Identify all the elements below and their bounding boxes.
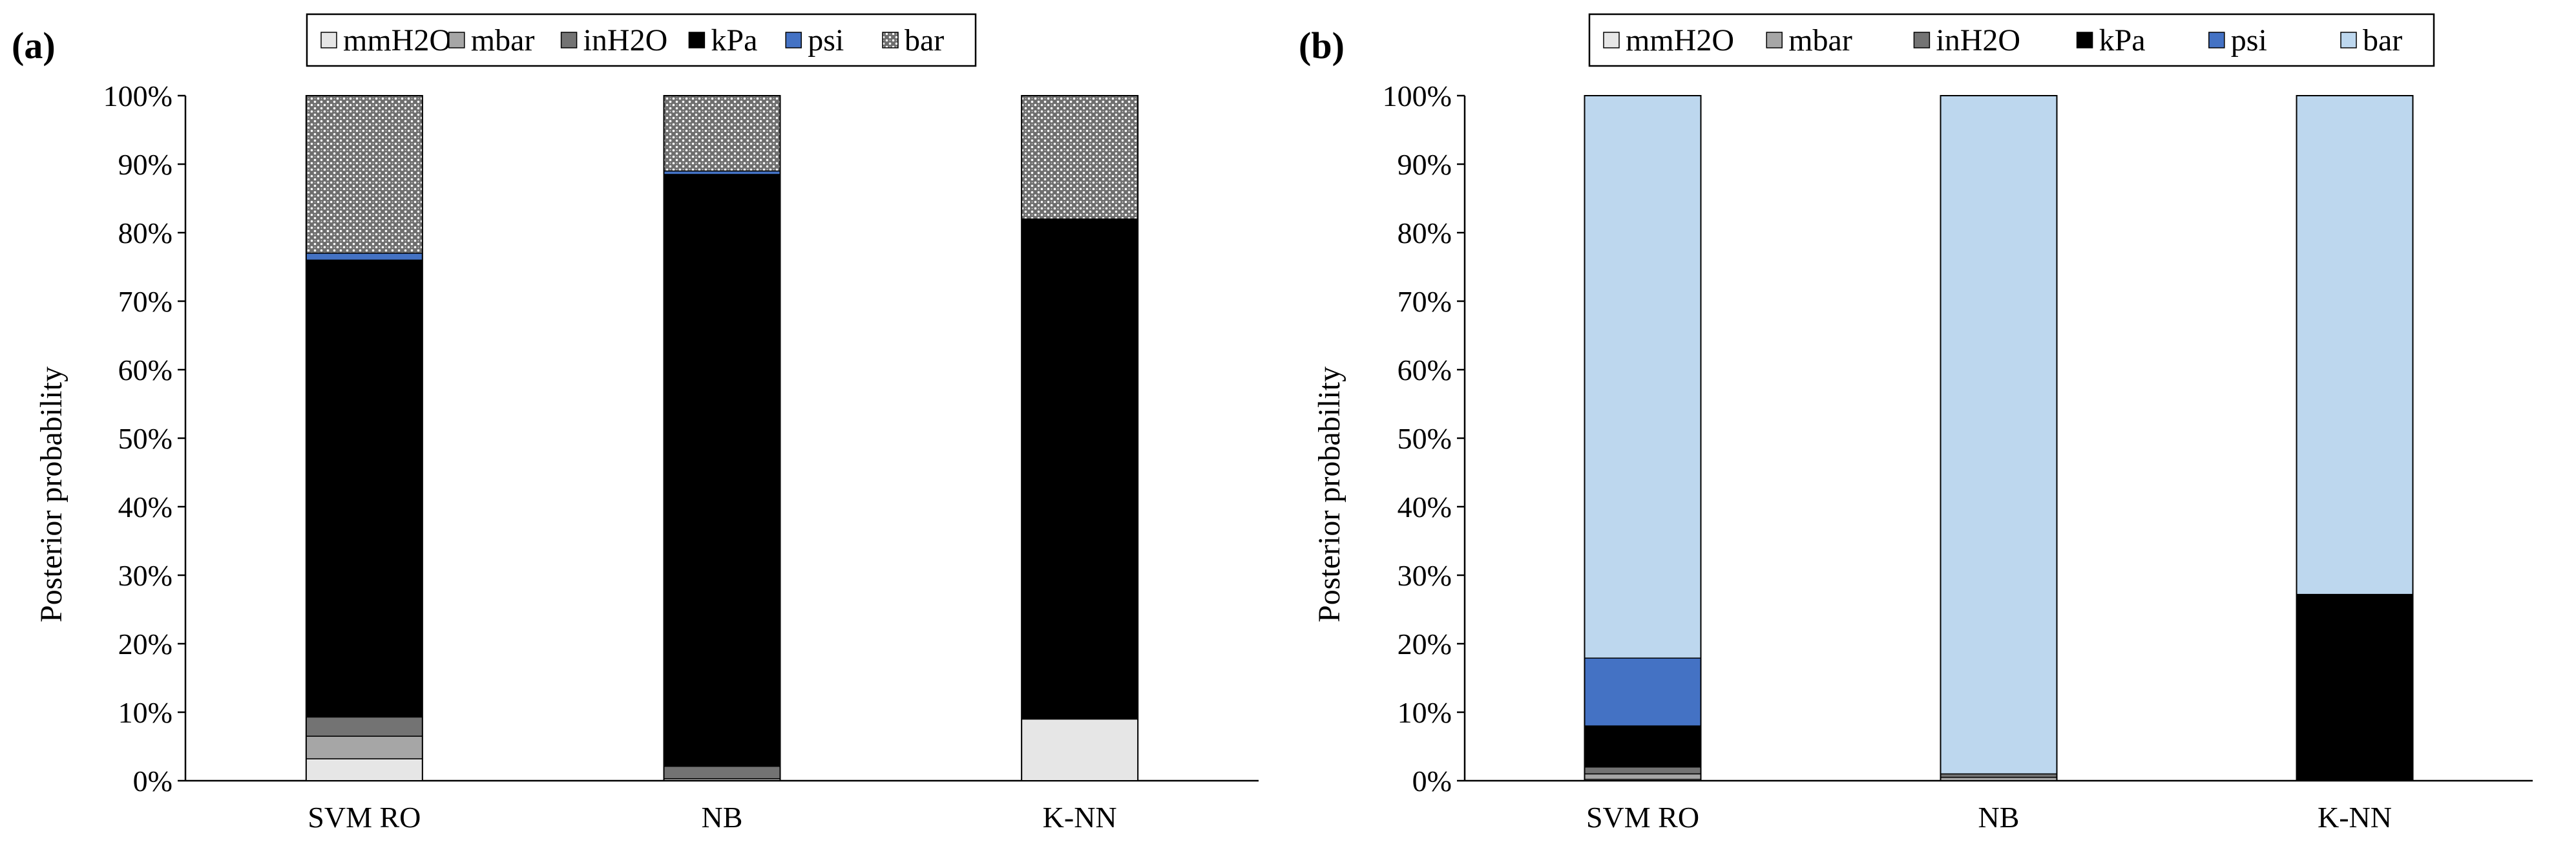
bar-segment-inH2O: [663, 765, 781, 779]
bar-segment-inH2O: [1584, 767, 1702, 775]
legend-swatch-inH2O: [560, 32, 578, 48]
bar-segment-mmH2O: [1021, 718, 1138, 781]
y-tick-label: 10%: [118, 696, 173, 729]
bar-outline: [2296, 95, 2414, 781]
legend-label-kPa: kPa: [2099, 23, 2146, 58]
legend-swatch-kPa: [2076, 32, 2093, 48]
y-tick-label: 100%: [103, 79, 173, 112]
legend-swatch-psi: [785, 32, 802, 48]
panel-b: (b) Posterior probability mmH2O mbar inH2O…: [1299, 13, 2533, 834]
y-tick-label: 90%: [118, 148, 173, 181]
x-axis-b: SVM RO NB K-NN: [1586, 801, 2392, 834]
y-tick-label: 80%: [118, 217, 173, 249]
y-tick-label: 40%: [1398, 491, 1452, 523]
bar-segment-bar: [663, 95, 781, 172]
legend-label-mbar: mbar: [1788, 23, 1852, 58]
y-tick-label: 50%: [118, 422, 173, 455]
y-tick-label: 100%: [1383, 79, 1452, 112]
panel-label-b: (b): [1299, 25, 1345, 67]
y-tick-label: 30%: [118, 559, 173, 592]
y-tick-label: 70%: [1398, 285, 1452, 318]
bar-outline: [1584, 95, 1702, 781]
y-axis-b: 0% 10% 20% 30% 40% 50% 60% 70% 80% 90% 100%: [1383, 79, 2533, 798]
panel-label-a: (a): [12, 25, 56, 67]
legend-label-mbar: mbar: [471, 23, 535, 58]
legend-label-mmH2O: mmH2O: [1626, 23, 1734, 58]
bars-a: [305, 95, 1139, 781]
y-tick-label: 60%: [1398, 354, 1452, 386]
bar-segment-bar: [306, 95, 423, 254]
y-tick-label: 10%: [1398, 696, 1452, 729]
bar-segment-kPa: [2296, 593, 2414, 781]
y-tick-label: 90%: [1398, 148, 1452, 181]
legend-swatch-mmH2O: [320, 32, 337, 48]
bar-segment-kPa: [1021, 218, 1138, 720]
bar-segment-inH2O: [306, 716, 423, 737]
bar-outline: [1021, 95, 1139, 781]
bar-segment-kPa: [306, 259, 423, 718]
x-tick-label: NB: [702, 801, 743, 834]
legend-b: mmH2O mbar inH2O kPa psi bar: [1588, 13, 2435, 67]
bar-segment-bar: [2296, 95, 2414, 595]
y-axis-label-a: Posterior probability: [34, 366, 68, 622]
y-tick-label: 20%: [118, 628, 173, 661]
y-tick-label: 40%: [118, 491, 173, 523]
legend-label-psi: psi: [2231, 23, 2267, 58]
bar-segment-mbar: [1584, 773, 1702, 780]
legend-label-inH2O: inH2O: [1936, 23, 2020, 58]
bar-segment-kPa: [663, 174, 781, 767]
bar-segment-kPa: [1584, 725, 1702, 768]
bar-segment-mmH2O: [306, 758, 423, 781]
bar-segment-bar: [1584, 95, 1702, 659]
x-tick-label: K-NN: [2318, 801, 2392, 834]
legend-label-bar: bar: [905, 23, 944, 58]
legend-swatch-mmH2O: [1603, 32, 1620, 48]
bar-segment-mbar: [306, 735, 423, 759]
bar-segment-psi: [306, 253, 423, 261]
legend-a: mmH2O mbar inH2O kPa psi bar: [306, 13, 977, 67]
bar-segment-bar: [1021, 95, 1138, 220]
bar-outline: [663, 95, 781, 781]
legend-label-bar: bar: [2363, 23, 2402, 58]
x-tick-label: NB: [1978, 801, 2020, 834]
bar-outline: [1940, 95, 2058, 781]
bar-segment-bar: [1940, 95, 2058, 775]
legend-swatch-inH2O: [1913, 32, 1931, 48]
y-tick-label: 80%: [1398, 217, 1452, 249]
legend-box: [1588, 13, 2435, 67]
legend-swatch-kPa: [688, 32, 706, 48]
legend-label-inH2O: inH2O: [583, 23, 668, 58]
y-tick-label: 70%: [118, 285, 173, 318]
legend-swatch-psi: [2208, 32, 2225, 48]
y-tick-label: 20%: [1398, 628, 1452, 661]
x-tick-label: SVM RO: [308, 801, 421, 834]
y-axis-label-b: Posterior probability: [1312, 366, 1346, 622]
y-tick-label: 30%: [1398, 559, 1452, 592]
bar-segment-psi: [663, 170, 781, 175]
bar-segment-psi: [1584, 657, 1702, 726]
legend-box: [306, 13, 977, 67]
bars-b: [1584, 95, 2414, 781]
legend-swatch-mbar: [448, 32, 465, 48]
y-tick-label: 0%: [133, 765, 173, 798]
legend-label-psi: psi: [808, 23, 844, 58]
y-tick-label: 60%: [118, 354, 173, 386]
x-axis-a: SVM RO NB K-NN: [308, 801, 1116, 834]
panel-a: (a) Posterior probability mmH2O mbar inH2O…: [12, 13, 1259, 834]
legend-label-mmH2O: mmH2O: [343, 23, 452, 58]
x-tick-label: K-NN: [1043, 801, 1117, 834]
bar-outline: [305, 95, 423, 781]
x-tick-label: SVM RO: [1586, 801, 1699, 834]
legend-swatch-mbar: [1766, 32, 1783, 48]
legend-label-kPa: kPa: [711, 23, 757, 58]
bar-segment-inH2O: [1940, 773, 2058, 778]
legend-swatch-bar: [882, 32, 899, 48]
y-tick-label: 50%: [1398, 422, 1452, 455]
y-tick-label: 0%: [1412, 765, 1452, 798]
legend-swatch-bar: [2340, 32, 2357, 48]
